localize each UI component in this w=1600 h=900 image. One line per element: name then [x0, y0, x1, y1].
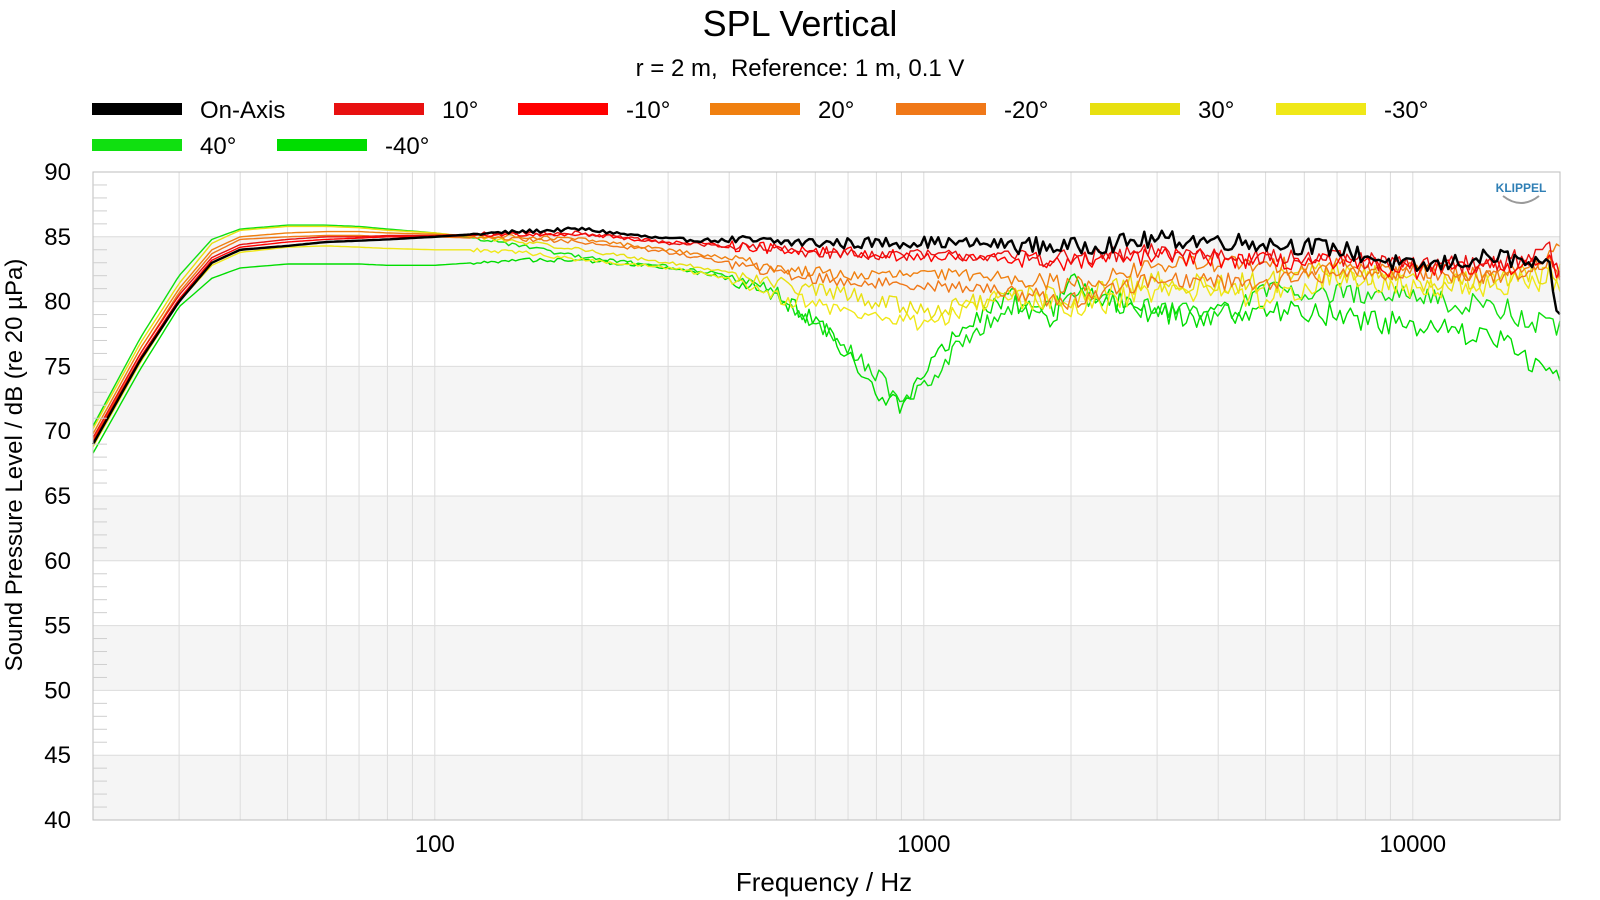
- series-line-minus40deg: [92, 257, 1561, 454]
- legend-swatch: [92, 139, 182, 151]
- klippel-logo: KLIPPEL: [1496, 181, 1547, 204]
- x-tick-label: 1000: [897, 831, 950, 858]
- legend-label: -10°: [626, 97, 670, 124]
- plot-band: [93, 496, 1560, 561]
- y-tick-label: 75: [44, 353, 71, 380]
- y-tick-label: 70: [44, 418, 71, 445]
- y-axis-label: Sound Pressure Level / dB (re 20 µPa): [1, 259, 28, 672]
- chart-title: SPL Vertical: [703, 3, 898, 44]
- y-tick-label: 55: [44, 613, 71, 640]
- legend-label: 30°: [1198, 97, 1234, 124]
- legend-swatch: [896, 103, 986, 115]
- legend-swatch: [1276, 103, 1366, 115]
- series-line-10deg: [92, 230, 1561, 439]
- series-line-minus10deg: [92, 232, 1561, 442]
- axes: 90 85 80 75 70 65 60 55 50 45 40 100 1000 10000: [44, 159, 1561, 858]
- series-line-minus20deg: [92, 234, 1561, 441]
- legend-swatch: [1090, 103, 1180, 115]
- legend: On-Axis 10° -10° 20° -20° 30° -30° 40° -40°: [92, 97, 1428, 160]
- plot-band: [93, 625, 1560, 691]
- y-tick-label: 65: [44, 483, 71, 510]
- legend-label: 10°: [442, 97, 478, 124]
- legend-swatch: [518, 103, 608, 115]
- series-line-30deg: [92, 225, 1561, 429]
- x-tick-label: 100: [415, 831, 455, 858]
- legend-label: -40°: [385, 133, 429, 160]
- legend-swatch: [710, 103, 800, 115]
- legend-swatch: [92, 103, 182, 115]
- legend-label: 40°: [200, 133, 236, 160]
- series-line-minus30deg: [92, 245, 1561, 448]
- klippel-logo-text: KLIPPEL: [1496, 181, 1547, 195]
- y-tick-label: 90: [44, 159, 71, 186]
- plot-frame: [92, 171, 1561, 821]
- y-tick-label: 45: [44, 742, 71, 769]
- y-tick-label: 85: [44, 224, 71, 251]
- legend-label: -30°: [1384, 97, 1428, 124]
- legend-label: -20°: [1004, 97, 1048, 124]
- series-layer: [91, 224, 1561, 454]
- legend-swatch: [334, 103, 424, 115]
- legend-swatch: [277, 139, 367, 151]
- x-tick-label: 10000: [1379, 831, 1446, 858]
- legend-label: On-Axis: [200, 97, 285, 124]
- y-tick-label: 60: [44, 548, 71, 575]
- klippel-logo-arc: [1502, 195, 1540, 204]
- x-axis-label: Frequency / Hz: [736, 867, 912, 897]
- chart-subtitle: r = 2 m, Reference: 1 m, 0.1 V: [636, 55, 965, 82]
- plot-band: [93, 366, 1560, 432]
- y-tick-label: 80: [44, 289, 71, 316]
- series-line-on-axis: [91, 226, 1561, 445]
- series-line-20deg: [92, 230, 1561, 435]
- legend-label: 20°: [818, 97, 854, 124]
- y-tick-label: 40: [44, 807, 71, 834]
- y-tick-label: 50: [44, 677, 71, 704]
- plot-band: [93, 755, 1560, 820]
